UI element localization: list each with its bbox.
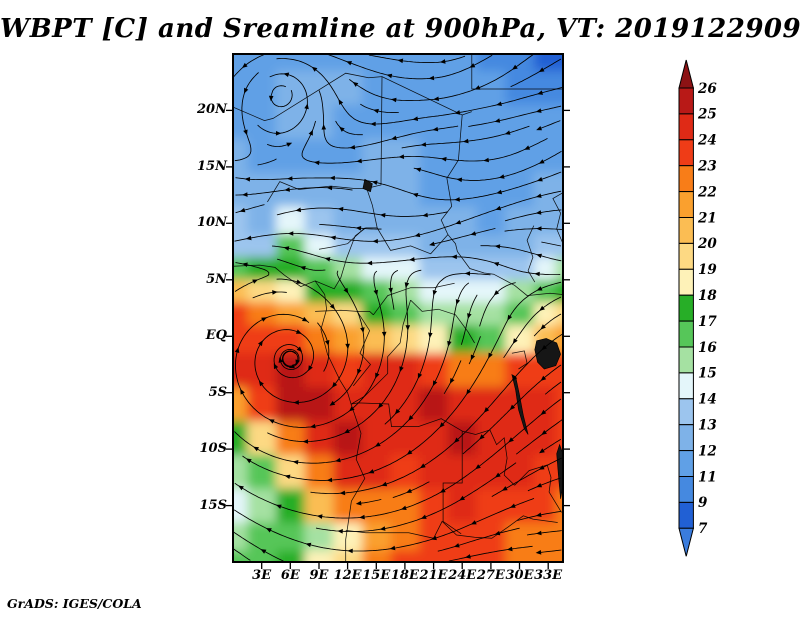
- lat-tick-label: 5N: [206, 271, 227, 287]
- map-canvas: [226, 53, 570, 569]
- lat-tick-label: 10S: [199, 441, 227, 457]
- colorbar-label: 21: [697, 210, 717, 226]
- lon-tick-label: 27E: [476, 568, 505, 583]
- lon-tick-label: 12E: [333, 568, 362, 583]
- colorbar-segment: [678, 242, 694, 270]
- colorbar: 26 25 24 23 22 21 20 19 18 17 16 15 14 13 12 11 9 7: [678, 59, 717, 557]
- colorbar-segment: [678, 165, 694, 193]
- colorbar-label: 17: [698, 314, 717, 330]
- colorbar-label: 25: [697, 107, 717, 123]
- colorbar-label: 16: [698, 340, 717, 356]
- colorbar-label: 22: [697, 184, 717, 200]
- lon-tick-label: 18E: [390, 568, 419, 583]
- lat-tick-label: 5S: [208, 384, 227, 400]
- colorbar-segment: [678, 87, 694, 115]
- lat-tick-label: EQ: [205, 328, 227, 344]
- lon-tick-label: 24E: [448, 568, 477, 583]
- colorbar-segment: [678, 476, 694, 503]
- lon-tick-label: 15E: [362, 568, 391, 583]
- lon-tick-label: 33E: [534, 568, 563, 583]
- colorbar-segment: [678, 217, 694, 244]
- map-frame: [232, 53, 564, 563]
- plot-title: WBPT [C] and Sreamline at 900hPa, VT: 20…: [0, 14, 800, 44]
- colorbar-segment: [678, 450, 694, 478]
- colorbar-label: 13: [698, 418, 717, 434]
- colorbar-label: 20: [697, 236, 717, 252]
- colorbar-label: 23: [697, 159, 717, 175]
- colorbar-segment: [678, 424, 694, 452]
- colorbar-segment: [678, 268, 694, 296]
- colorbar-label: 19: [698, 262, 717, 278]
- lon-tick-label: 21E: [419, 568, 448, 583]
- axis-tick-marks: [226, 109, 570, 569]
- lon-tick-label: 30E: [505, 568, 534, 583]
- map-layers: [233, 54, 563, 562]
- wbpt-shaded-field: [233, 54, 563, 562]
- country-borders: [233, 54, 563, 562]
- lat-tick-label: 20N: [197, 102, 227, 118]
- colorbar-label: 9: [698, 495, 708, 511]
- colorbar-segment: [678, 191, 694, 219]
- lon-tick-label: 6E: [280, 568, 300, 583]
- colorbar-segment: [678, 372, 694, 400]
- colorbar-segment: [678, 113, 694, 141]
- colorbar-label: 15: [698, 366, 717, 382]
- grads-credit: GrADS: IGES/COLA: [7, 596, 142, 611]
- colorbar-label: 26: [697, 81, 717, 97]
- colorbar-label: 24: [697, 133, 717, 149]
- colorbar-label: 7: [698, 521, 708, 537]
- colorbar-label: 14: [698, 392, 717, 408]
- colorbar-arrow-bottom: [678, 527, 695, 557]
- lon-tick-label: 9E: [309, 568, 329, 583]
- lon-tick-label: 3E: [252, 568, 272, 583]
- colorbar-segment: [678, 398, 694, 426]
- colorbar-segment: [678, 346, 694, 374]
- colorbar-label: 12: [698, 443, 717, 459]
- colorbar-segment: [678, 294, 694, 322]
- lat-tick-label: 15N: [197, 158, 227, 174]
- colorbar-label: 18: [698, 288, 717, 304]
- colorbar-label: 11: [698, 469, 717, 485]
- streamlines-layer: [233, 54, 563, 562]
- colorbar-segment: [678, 139, 694, 167]
- colorbar-segment: [678, 501, 694, 529]
- colorbar-segment: [678, 320, 694, 348]
- lat-tick-label: 10N: [197, 215, 227, 231]
- lat-tick-label: 15S: [199, 497, 227, 513]
- colorbar-arrow-top: [678, 59, 695, 89]
